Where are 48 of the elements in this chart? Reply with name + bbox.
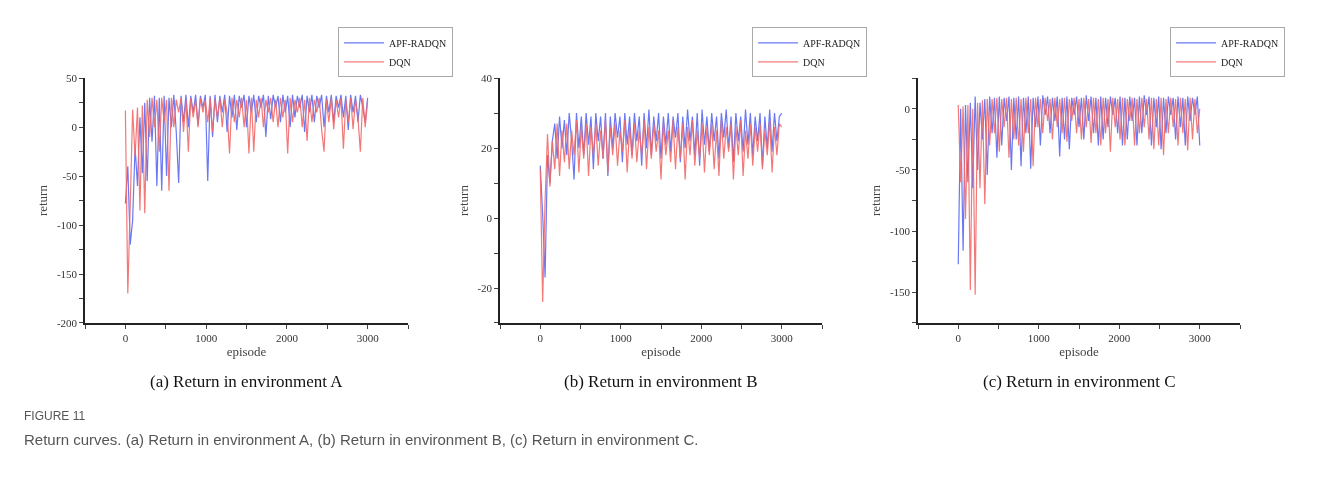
x-tick-label: 2000 <box>1108 331 1131 344</box>
y-tick-label: 0 <box>486 211 493 224</box>
legend-label: DQN <box>1221 56 1243 68</box>
y-tick-label: -100 <box>889 225 911 238</box>
x-tick-label: 1000 <box>609 331 633 344</box>
legend-label: APF-RADQN <box>389 37 447 49</box>
y-axis-title: return <box>35 184 51 217</box>
y-axis-title: return <box>455 184 471 217</box>
y-tick-label: 50 <box>66 72 78 85</box>
x-tick-label: 0 <box>955 331 962 344</box>
text: (a) Return in environment A <box>150 372 344 391</box>
y-axis-title: return <box>868 184 884 217</box>
y-tick-label: 0 <box>71 120 78 133</box>
line-series <box>124 97 369 295</box>
y-tick-label: 0 <box>904 102 911 115</box>
legend-label: DQN <box>389 56 411 68</box>
x-tick-label: 1000 <box>1027 331 1051 344</box>
y-tick-label: -200 <box>56 316 78 329</box>
text: Return curves. (a) Return in environment A, (b) Return in environment B, (c) Return in environment C. <box>24 431 699 448</box>
x-axis-title: episode <box>1059 344 1100 360</box>
y-tick-label: 40 <box>481 72 493 85</box>
y-tick-label: -50 <box>895 163 911 176</box>
x-tick-label: 3000 <box>770 331 794 344</box>
x-tick-label: 3000 <box>356 331 380 344</box>
y-tick-label: -20 <box>477 281 493 294</box>
line-series <box>957 97 1201 296</box>
x-tick-label: 2000 <box>690 331 713 344</box>
legend-label: APF-RADQN <box>803 37 861 49</box>
legend-label: DQN <box>803 56 825 68</box>
y-tick-label: -150 <box>889 286 911 299</box>
line-series <box>539 119 783 303</box>
x-tick-label: 3000 <box>1188 331 1212 344</box>
x-tick-label: 0 <box>122 331 129 344</box>
text: (b) Return in environment B <box>564 372 758 391</box>
legend-label: APF-RADQN <box>1221 37 1279 49</box>
x-axis-title: episode <box>226 344 267 360</box>
x-tick-label: 2000 <box>275 331 299 344</box>
x-axis-title: episode <box>641 344 682 360</box>
line-series <box>124 94 369 246</box>
x-tick-label: 1000 <box>195 331 218 344</box>
y-tick-label: 20 <box>481 141 493 154</box>
y-tick-label: -50 <box>62 169 78 182</box>
y-tick-label: -150 <box>56 267 78 280</box>
line-series <box>957 94 1201 265</box>
y-tick-label: -100 <box>56 218 78 231</box>
text: (c) Return in environment C <box>983 372 1176 391</box>
caption: FIGURE 11 <box>24 409 86 423</box>
x-tick-label: 0 <box>537 331 544 344</box>
